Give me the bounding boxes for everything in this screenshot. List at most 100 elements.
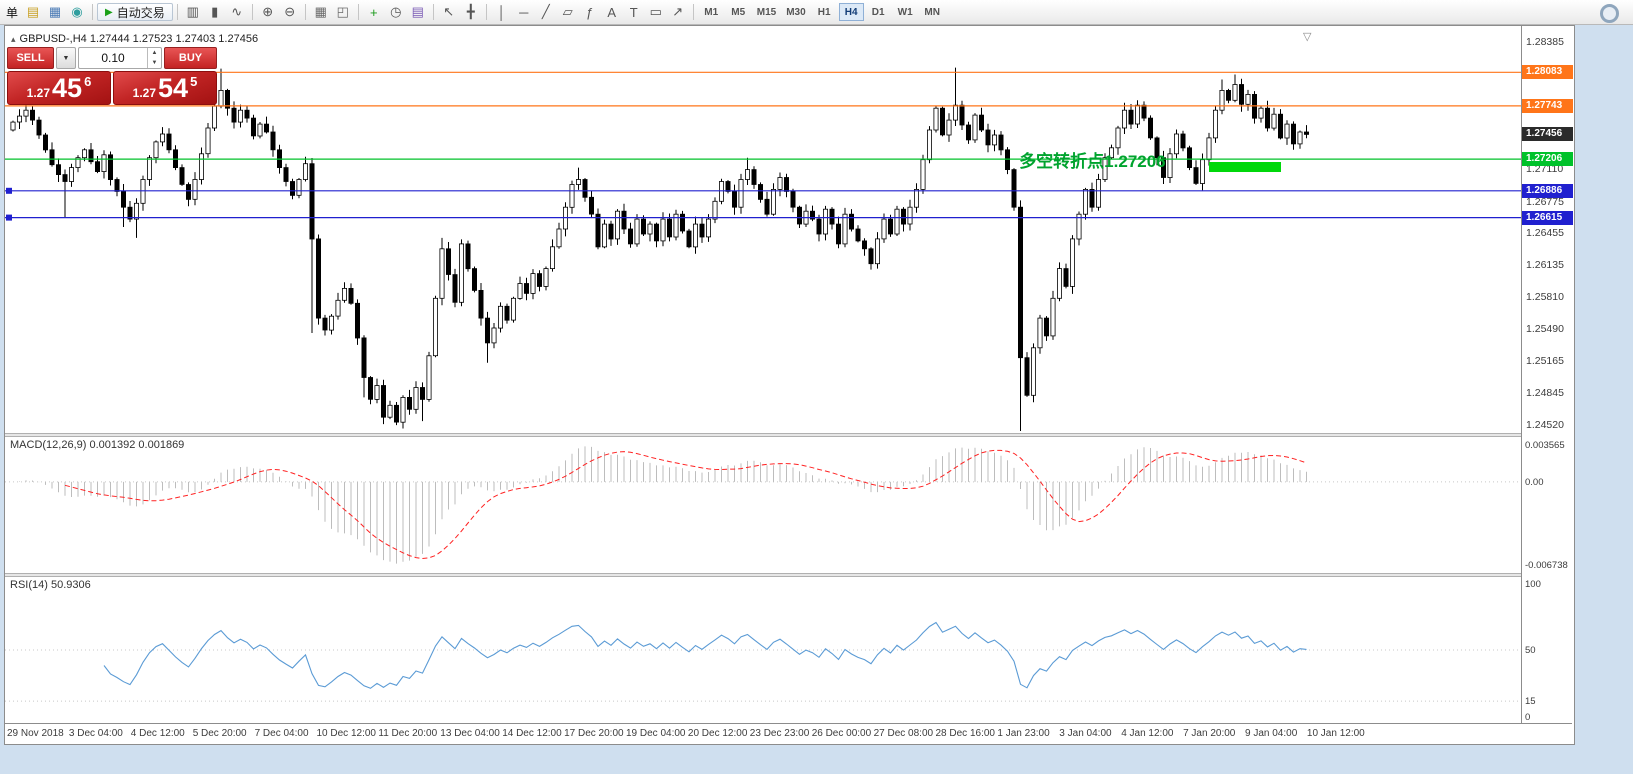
- macd-indicator-panel[interactable]: [5, 437, 1521, 573]
- indicator-scale-label: 0: [1525, 712, 1531, 723]
- label-icon[interactable]: T: [623, 3, 645, 22]
- zoom-in-icon[interactable]: ⊕: [257, 3, 279, 22]
- sell-price-button[interactable]: 1.27 45 6: [7, 71, 111, 105]
- fibonacci-icon[interactable]: ƒ: [579, 3, 601, 22]
- shapes-icon[interactable]: ▭: [645, 3, 667, 22]
- sell-price-point: 6: [84, 74, 92, 89]
- indicators-icon[interactable]: +: [363, 3, 385, 22]
- zoom-out-icon[interactable]: ⊖: [279, 3, 301, 22]
- timeframe-h4[interactable]: H4: [838, 3, 864, 21]
- time-axis-label: 17 Dec 20:00: [564, 728, 624, 739]
- arrows-icon[interactable]: ↗: [667, 3, 689, 22]
- price-scale-label: 1.25810: [1526, 291, 1564, 304]
- new-order-icon[interactable]: ▤: [22, 3, 44, 22]
- time-axis-label: 9 Jan 04:00: [1245, 728, 1298, 739]
- lot-dropdown-button[interactable]: ▼: [56, 47, 76, 69]
- time-axis-label: 11 Dec 20:00: [378, 728, 438, 739]
- time-axis-label: 1 Jan 23:00: [997, 728, 1050, 739]
- mql-community-icon[interactable]: ◉: [66, 3, 88, 22]
- price-line-marker: 1.27743: [1522, 98, 1573, 113]
- price-line-marker: 1.26615: [1522, 210, 1573, 225]
- price-scale-label: 1.25490: [1526, 323, 1564, 336]
- trade-panel-controls-row: SELL ▼ 0.10 ▲ ▼ BUY: [7, 47, 219, 69]
- charts-icon[interactable]: ▦: [44, 3, 66, 22]
- price-scale-label: 1.28385: [1526, 36, 1564, 49]
- candlestick-icon[interactable]: ▮: [204, 3, 226, 22]
- price-scale[interactable]: 1.28385 1.27110 1.26775 1.26455 1.26135 1.258…: [1521, 26, 1573, 723]
- panel-separator[interactable]: [5, 573, 1572, 577]
- chart-text-annotation[interactable]: 多空转折点1.27206: [1019, 151, 1166, 171]
- indicator-scale-label: 0.00: [1525, 476, 1544, 488]
- price-scale-label: 1.24845: [1526, 386, 1564, 399]
- trendline-icon[interactable]: ╱: [535, 3, 557, 22]
- timeframe-w1[interactable]: W1: [893, 3, 918, 21]
- rsi-indicator-panel[interactable]: [5, 577, 1521, 723]
- bar-chart-icon[interactable]: ▥: [182, 3, 204, 22]
- indicator-scale-label: 0.003565: [1525, 440, 1565, 451]
- price-scale-label: 1.26775: [1526, 195, 1564, 208]
- time-axis-label: 7 Jan 20:00: [1183, 728, 1236, 739]
- indicator-scale-label: 15: [1525, 696, 1536, 708]
- autotrade-button[interactable]: ▶ 自动交易: [97, 3, 173, 21]
- buy-price-pips: 54: [158, 72, 189, 103]
- macd-current-values: 0.001392 0.001869: [89, 439, 185, 451]
- horizontal-line-icon[interactable]: ─: [513, 3, 535, 22]
- macd-name: MACD(12,26,9): [10, 439, 87, 451]
- toolbar-separator: [485, 4, 487, 20]
- lot-decrease-icon[interactable]: ▼: [151, 60, 158, 66]
- toolbar-separator: [176, 4, 178, 20]
- panel-separator[interactable]: [5, 433, 1572, 437]
- chart-shift-marker-icon[interactable]: ▽: [1303, 31, 1312, 43]
- channel-icon[interactable]: ▱: [557, 3, 579, 22]
- timeframe-d1[interactable]: D1: [866, 3, 891, 21]
- timeframe-m15[interactable]: M15: [753, 3, 780, 21]
- buy-button[interactable]: BUY: [164, 47, 217, 69]
- trade-panel-price-row: 1.27 45 6 1.27 54 5: [7, 71, 219, 105]
- time-axis-label: 3 Dec 04:00: [68, 728, 123, 739]
- macd-label: MACD(12,26,9) 0.001392 0.001869: [10, 439, 184, 451]
- timeframe-h1[interactable]: H1: [812, 3, 837, 21]
- chevron-down-icon: ▼: [62, 54, 70, 62]
- current-price-marker: 1.27456: [1522, 127, 1573, 142]
- tile-windows-icon[interactable]: ▦: [310, 3, 332, 22]
- buy-price-prefix: 1.27: [132, 85, 157, 100]
- templates-icon[interactable]: ▤: [407, 3, 429, 22]
- price-scale-label: 1.26455: [1526, 227, 1564, 240]
- periods-icon[interactable]: ◷: [385, 3, 407, 22]
- time-axis[interactable]: 29 Nov 2018 3 Dec 04:00 4 Dec 12:00 5 Dec 2…: [5, 723, 1572, 744]
- new-chart-window-icon[interactable]: ◰: [332, 3, 354, 22]
- play-icon: ▶: [105, 6, 113, 18]
- cursor-icon[interactable]: ↖: [438, 3, 460, 22]
- toolbar-separator: [304, 4, 306, 20]
- ohlc-values: 1.27444 1.27523 1.27403 1.27456: [89, 33, 259, 45]
- timeframe-m1[interactable]: M1: [699, 3, 724, 21]
- time-axis-label: 5 Dec 20:00: [192, 728, 247, 739]
- time-axis-label: 14 Dec 12:00: [502, 728, 562, 739]
- lot-spinner: ▲ ▼: [147, 48, 161, 68]
- lot-size-field[interactable]: 0.10 ▲ ▼: [78, 47, 162, 69]
- sell-price-pips: 45: [52, 72, 83, 103]
- time-axis-label: 3 Jan 04:00: [1059, 728, 1112, 739]
- autotrade-label: 自动交易: [116, 5, 165, 20]
- main-price-chart[interactable]: [5, 29, 1521, 433]
- price-scale-label: 1.25165: [1526, 355, 1564, 368]
- time-axis-label: 19 Dec 04:00: [626, 728, 686, 739]
- text-icon[interactable]: A: [601, 3, 623, 22]
- line-chart-icon[interactable]: ∿: [226, 3, 248, 22]
- timeframe-m30[interactable]: M30: [782, 3, 809, 21]
- buy-price-button[interactable]: 1.27 54 5: [113, 71, 217, 105]
- timeframe-mn[interactable]: MN: [920, 3, 945, 21]
- rsi-name: RSI(14): [10, 579, 48, 591]
- time-axis-label: 13 Dec 04:00: [440, 728, 500, 739]
- crosshair-icon[interactable]: ╋: [460, 3, 482, 22]
- window-circle-icon[interactable]: [1600, 4, 1619, 23]
- time-axis-label: 4 Jan 12:00: [1121, 728, 1174, 739]
- timeframe-m5[interactable]: M5: [726, 3, 751, 21]
- buy-price-point: 5: [190, 74, 198, 89]
- sell-button[interactable]: SELL: [7, 47, 54, 69]
- lot-increase-icon[interactable]: ▲: [151, 50, 158, 56]
- toolbar-icons: ▤ ▦ ◉ ▶ 自动交易 ▥ ▮ ∿ ⊕ ⊖ ▦ ◰ + ◷ ▤ ↖ ╋ │ ─ ╱ ▱ ƒ A T ▭ ↗ M1 M5 M15 M30 H…: [22, 3, 946, 22]
- vertical-line-icon[interactable]: │: [491, 3, 513, 22]
- time-axis-label: 23 Dec 23:00: [749, 728, 810, 739]
- support-highlight-rectangle[interactable]: [1209, 161, 1281, 173]
